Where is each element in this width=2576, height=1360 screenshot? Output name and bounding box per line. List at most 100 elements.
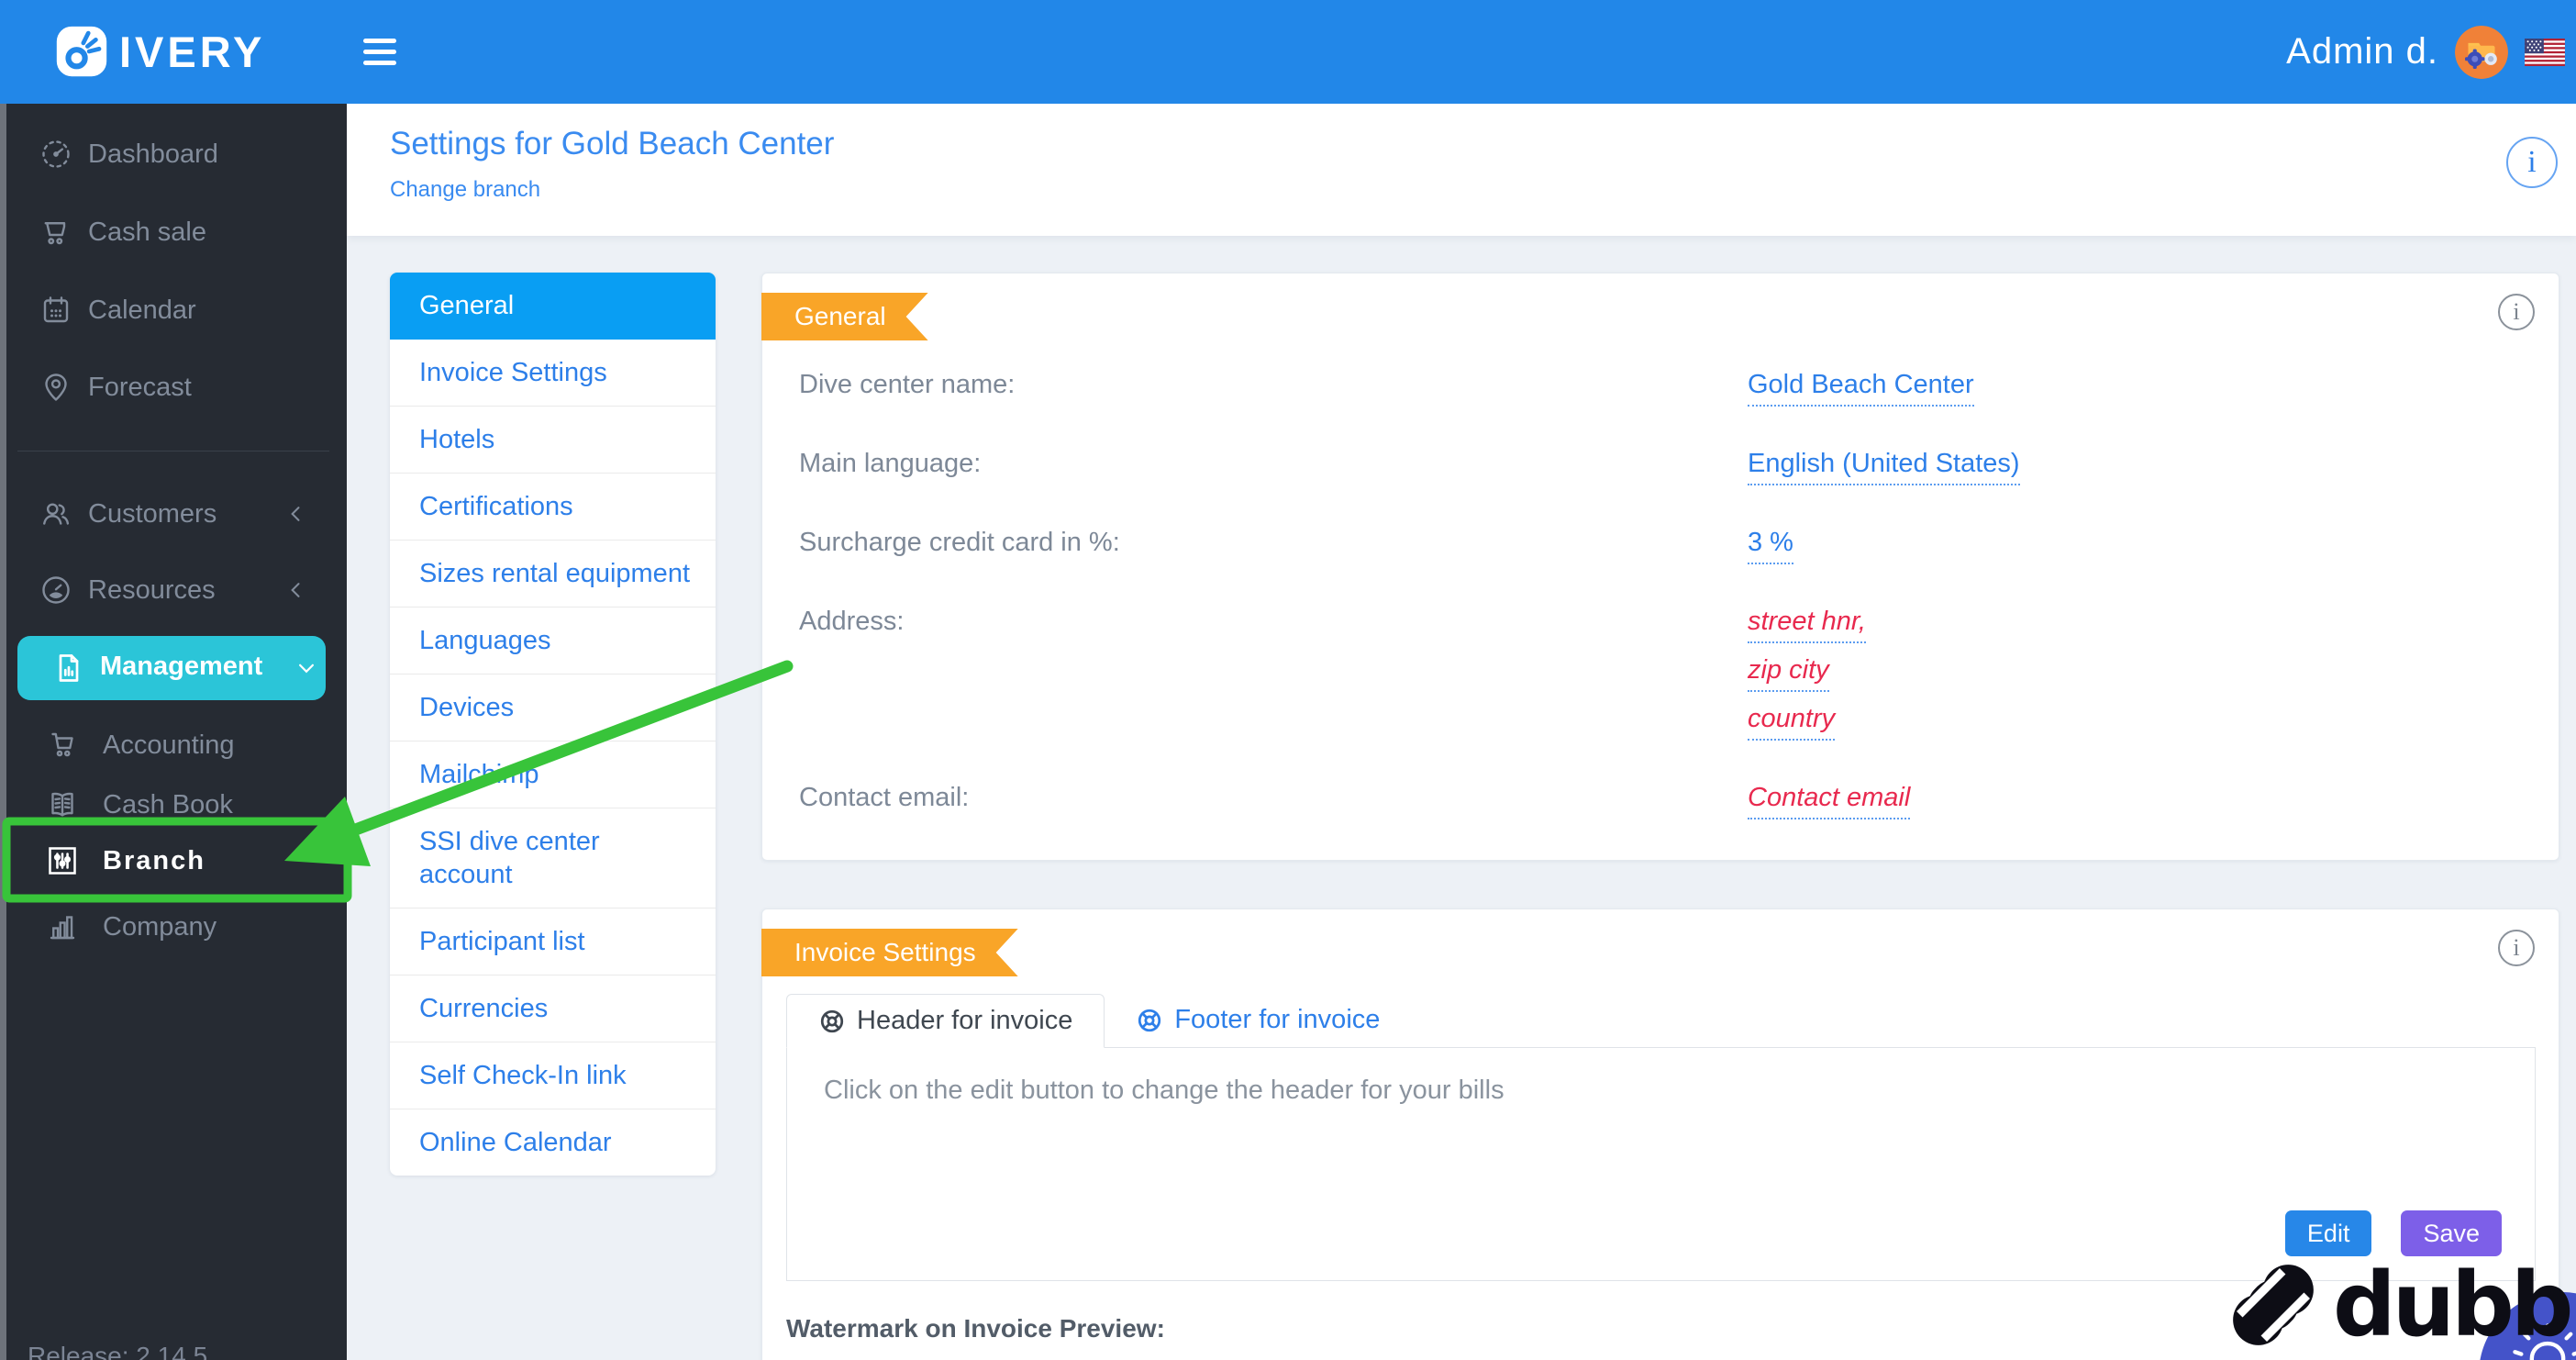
settings-tab-invoice-settings[interactable]: Invoice Settings [390,340,716,407]
sidebar-item-customers[interactable]: Customers [0,493,347,535]
settings-tab-certifications[interactable]: Certifications [390,474,716,541]
app-logo[interactable]: IVERY [55,25,265,78]
tab-header-for-invoice[interactable]: Header for invoice [786,994,1105,1048]
invoice-tabstrip: Header for invoice Footer for invoice [786,993,2536,1048]
info-icon[interactable]: i [2498,294,2535,330]
bar-chart-icon [50,916,75,940]
change-branch-link[interactable]: Change branch [390,177,541,202]
user-name[interactable]: Admin d. [2286,31,2438,72]
branch-sliders-icon [49,847,76,875]
customers-icon [43,503,70,525]
sidebar-label: Cash Book [103,789,233,819]
tab-label: Footer for invoice [1174,1005,1381,1034]
main-area: Settings for Gold Beach Center Change br… [347,104,2576,1360]
sidebar-item-accounting[interactable]: Accounting [0,724,347,766]
settings-tab-sizes-rental-equipment[interactable]: Sizes rental equipment [390,541,716,608]
hamburger-menu-icon[interactable] [363,35,398,68]
sidebar: Dashboard Cash sale Calendar Forecast [0,104,347,1360]
settings-tab-mailchimp[interactable]: Mailchimp [390,741,716,808]
main-language-value[interactable]: English (United States) [1748,449,2020,485]
sidebar-label: Company [103,911,217,942]
field-dive-center-name: Dive center name: Gold Beach Center [762,370,2559,407]
settings-tab-participant-list[interactable]: Participant list [390,909,716,975]
tab-label: Header for invoice [857,1006,1073,1035]
lightbulb-icon [2513,1323,2576,1360]
invoice-header-editor[interactable]: Click on the edit button to change the h… [786,1048,2536,1281]
sidebar-label: Forecast [88,372,192,402]
sidebar-item-company[interactable]: Company [0,906,347,948]
sidebar-item-cash-sale[interactable]: Cash sale [0,211,347,253]
editor-buttons: Edit Save [2284,1210,2502,1256]
dive-center-name-value[interactable]: Gold Beach Center [1748,370,1974,407]
info-icon[interactable]: i [2498,930,2535,966]
settings-tab-ssi-dive-center-account[interactable]: SSI dive center account [390,808,716,909]
sidebar-item-cash-book[interactable]: Cash Book [0,784,347,826]
logo-text: IVERY [119,27,266,76]
sidebar-label: Calendar [88,295,196,325]
release-version: Release: 2.14.5 [28,1342,208,1360]
management-document-icon [59,654,79,682]
field-label: Main language: [799,449,982,478]
field-label: Dive center name: [799,370,1016,399]
save-button[interactable]: Save [2401,1210,2502,1256]
sidebar-scrollbar[interactable] [0,104,6,1360]
dashboard-icon [42,140,70,168]
address-lines: street hnr, zip city country [1748,607,1866,741]
settings-tab-currencies[interactable]: Currencies [390,975,716,1042]
invoice-inner: Header for invoice Footer for invoice [762,993,2559,1360]
page-title: Settings for Gold Beach Center [390,126,835,162]
sidebar-item-branch[interactable]: Branch [0,840,347,882]
field-label: Address: [799,607,905,636]
settings-nav-card: General Invoice Settings Hotels Certific… [390,273,716,1176]
surcharge-value[interactable]: 3 % [1748,528,1793,564]
trolley-icon [51,732,73,757]
user-avatar[interactable] [2455,25,2508,79]
sidebar-label: Customers [88,498,217,529]
field-contact-email: Contact email: Contact email [762,783,2559,819]
book-icon [51,792,73,817]
sidebar-label: Dashboard [88,139,218,169]
sidebar-item-forecast[interactable]: Forecast [0,366,347,408]
field-surcharge: Surcharge credit card in %: 3 % [762,528,2559,564]
page-header: Settings for Gold Beach Center Change br… [347,104,2576,236]
address-country-value[interactable]: country [1748,704,1836,741]
topbar: IVERY Admin d. [0,0,2576,104]
contact-email-value[interactable]: Contact email [1748,783,1911,819]
general-fields: Dive center name: Gold Beach Center Main… [762,370,2559,860]
settings-tab-general[interactable]: General [390,273,716,340]
sidebar-label: Resources [88,574,216,605]
settings-content: General Invoice Settings Hotels Certific… [347,236,2576,1360]
field-address: Address: street hnr, zip city country [762,607,2559,741]
address-street-value[interactable]: street hnr, [1748,607,1866,643]
header-info-button[interactable]: i [2506,137,2558,188]
chevron-left-icon [291,583,300,597]
edit-button[interactable]: Edit [2284,1210,2372,1256]
settings-tab-devices[interactable]: Devices [390,674,716,741]
sidebar-item-resources[interactable]: Resources [0,569,347,611]
panels-column: General i Dive center name: Gold Beach C… [761,273,2559,1360]
field-main-language: Main language: English (United States) [762,449,2559,485]
invoice-settings-ribbon: Invoice Settings [761,929,1018,976]
tab-footer-for-invoice[interactable]: Footer for invoice [1105,993,1411,1047]
topbar-user-area: Admin d. [2286,0,2565,104]
general-panel: General i Dive center name: Gold Beach C… [761,273,2559,861]
us-flag-icon[interactable] [2525,38,2565,66]
settings-tab-online-calendar[interactable]: Online Calendar [419,1128,612,1157]
divery-logo-icon [56,26,107,77]
sidebar-item-calendar[interactable]: Calendar [0,289,347,331]
sidebar-label: Branch [103,845,205,875]
sidebar-item-dashboard[interactable]: Dashboard [0,133,347,175]
sidebar-item-management[interactable]: Management [17,636,326,700]
settings-tab-languages[interactable]: Languages [390,608,716,674]
sidebar-label: Management [100,652,263,681]
general-ribbon: General [761,293,928,340]
field-label: Surcharge credit card in %: [799,528,1120,557]
address-zip-city-value[interactable]: zip city [1748,655,1829,692]
settings-tab-hotels[interactable]: Hotels [390,407,716,474]
chevron-left-icon [291,507,300,521]
watermark-label: Watermark on Invoice Preview: [786,1314,1165,1343]
settings-tab-self-check-in-link[interactable]: Self Check-In link [390,1042,716,1109]
lifebuoy-icon [1138,1009,1161,1031]
editor-placeholder-text: Click on the edit button to change the h… [824,1076,1505,1105]
